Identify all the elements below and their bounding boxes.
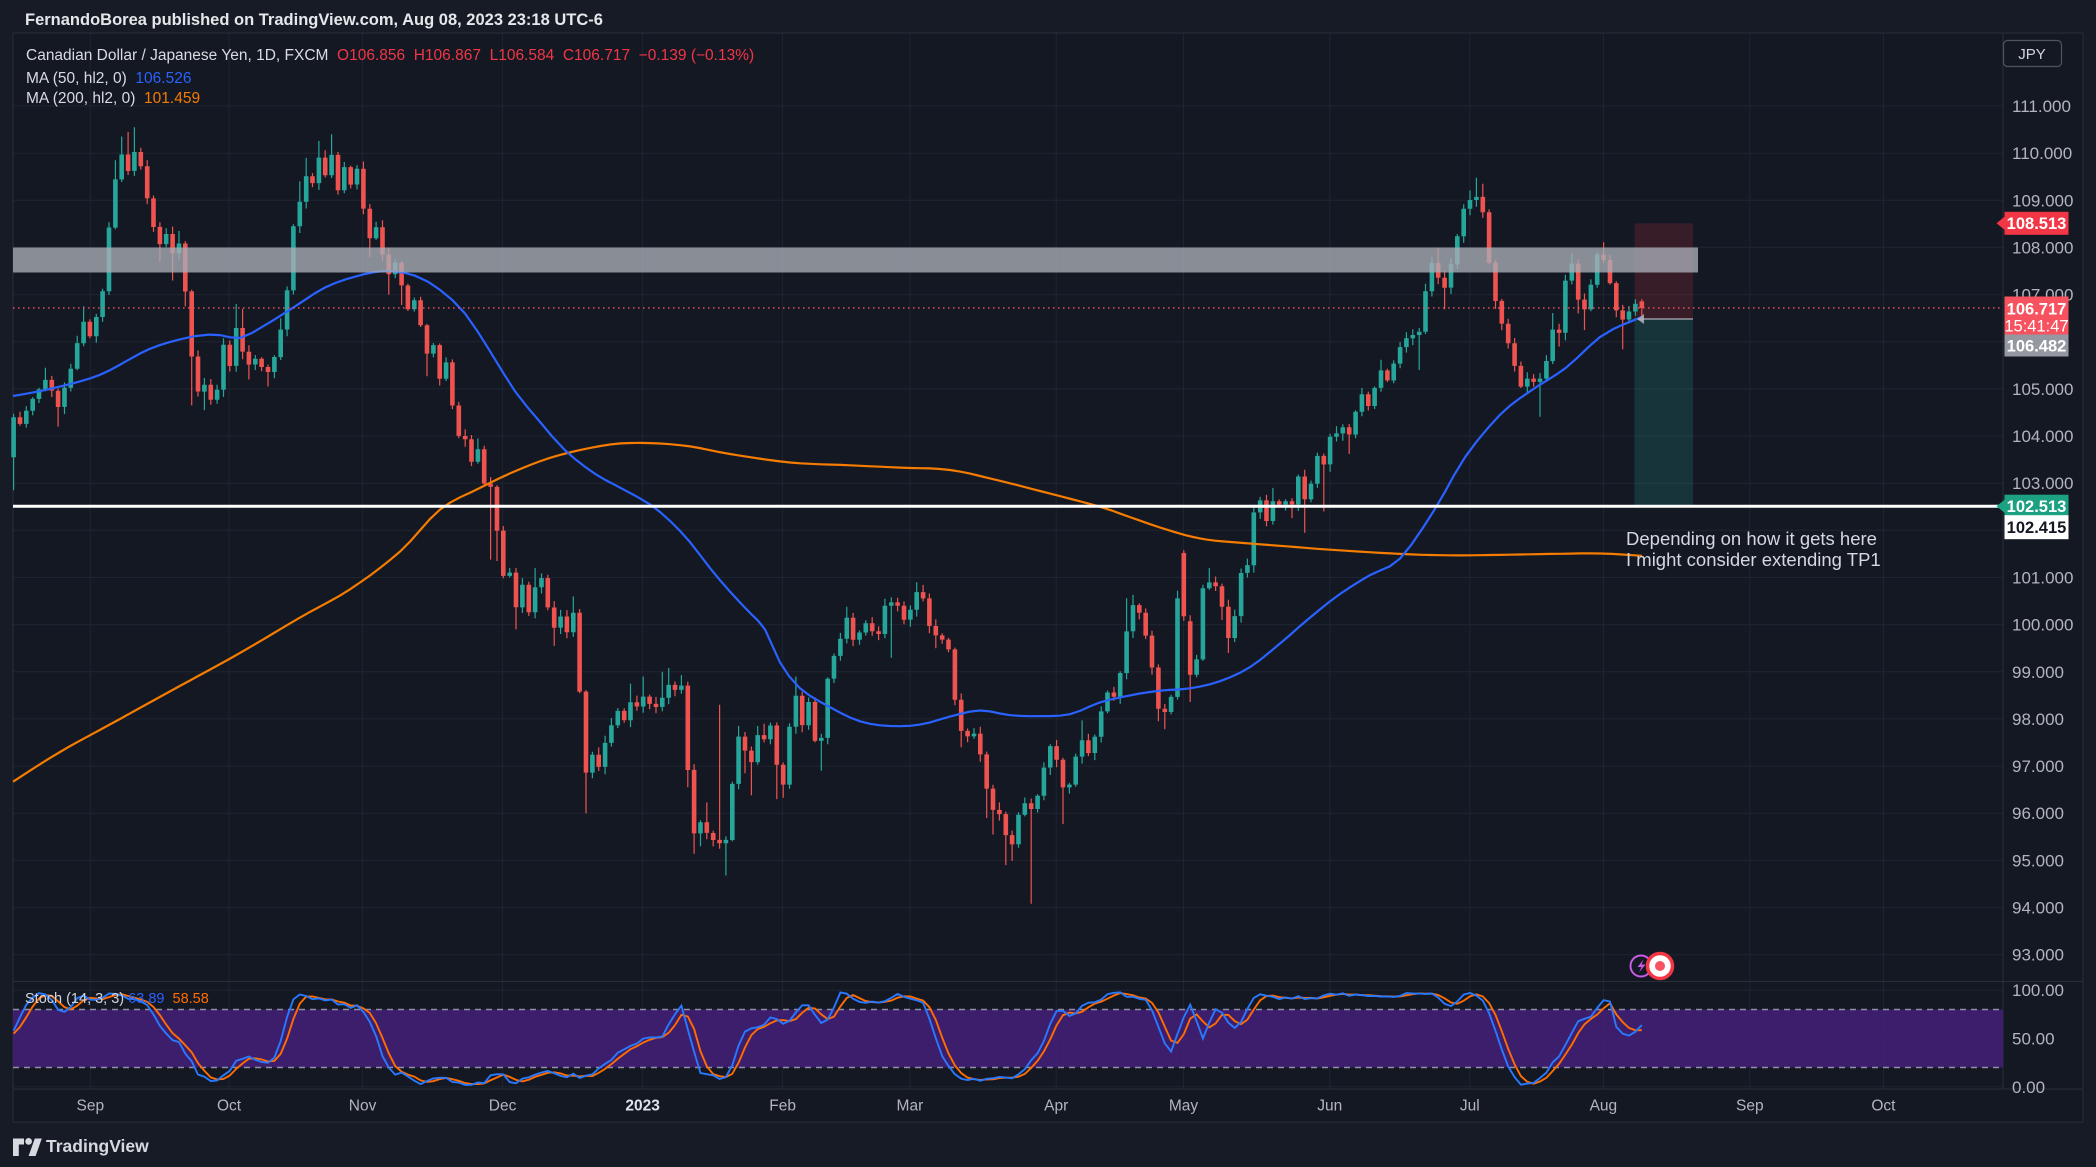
svg-text:Mar: Mar [897,1098,924,1115]
svg-text:May: May [1169,1098,1199,1115]
svg-text:Oct: Oct [1871,1098,1896,1115]
svg-text:106.717: 106.717 [2007,301,2067,319]
svg-text:FernandoBorea published on Tra: FernandoBorea published on TradingView.c… [25,11,603,29]
svg-text:105.000: 105.000 [2012,380,2073,399]
svg-text:Sep: Sep [77,1098,105,1115]
svg-text:101.000: 101.000 [2012,569,2073,588]
svg-text:JPY: JPY [2018,46,2046,63]
svg-text:0.00: 0.00 [2012,1078,2045,1097]
svg-text:110.000: 110.000 [2012,144,2072,163]
svg-text:MA (50, hl2, 0) 106.526: MA (50, hl2, 0) 106.526 [26,70,191,87]
svg-text:111.000: 111.000 [2012,97,2071,116]
svg-text:102.513: 102.513 [2007,498,2067,516]
svg-text:Feb: Feb [769,1098,796,1115]
svg-text:Nov: Nov [349,1098,377,1115]
svg-text:I might consider extending TP1: I might consider extending TP1 [1626,549,1881,570]
svg-text:2023: 2023 [625,1098,660,1115]
svg-text:98.000: 98.000 [2012,710,2064,729]
svg-text:106.482: 106.482 [2007,337,2067,355]
svg-text:94.000: 94.000 [2012,899,2064,918]
svg-text:99.000: 99.000 [2012,663,2064,682]
svg-text:MA (200, hl2, 0) 101.459: MA (200, hl2, 0) 101.459 [26,90,200,107]
svg-text:93.000: 93.000 [2012,946,2064,965]
svg-text:108.000: 108.000 [2012,238,2073,257]
svg-text:103.000: 103.000 [2012,474,2073,493]
svg-text:Dec: Dec [489,1098,517,1115]
svg-text:Canadian Dollar / Japanese Yen: Canadian Dollar / Japanese Yen, 1D, FXCM… [26,47,754,64]
svg-text:Aug: Aug [1590,1098,1618,1115]
svg-text:Jun: Jun [1317,1098,1342,1115]
svg-text:15:41:47: 15:41:47 [2004,318,2068,336]
svg-text:95.000: 95.000 [2012,851,2064,870]
svg-text:97.000: 97.000 [2012,757,2064,776]
svg-text:100.000: 100.000 [2012,616,2073,635]
svg-text:Apr: Apr [1044,1098,1068,1115]
svg-text:TradingView: TradingView [46,1136,149,1156]
svg-text:104.000: 104.000 [2012,427,2073,446]
svg-text:Sep: Sep [1736,1098,1764,1115]
svg-text:Stoch (14, 3, 3) 63.89 58.58: Stoch (14, 3, 3) 63.89 58.58 [25,991,209,1007]
svg-text:96.000: 96.000 [2012,804,2064,823]
svg-text:108.513: 108.513 [2007,215,2067,233]
svg-text:102.415: 102.415 [2007,519,2067,537]
svg-text:Jul: Jul [1460,1098,1480,1115]
svg-text:109.000: 109.000 [2012,191,2073,210]
svg-text:50.00: 50.00 [2012,1030,2055,1049]
svg-text:Depending on how it gets here: Depending on how it gets here [1626,528,1877,549]
svg-text:100.00: 100.00 [2012,981,2064,1000]
svg-text:Oct: Oct [217,1098,242,1115]
